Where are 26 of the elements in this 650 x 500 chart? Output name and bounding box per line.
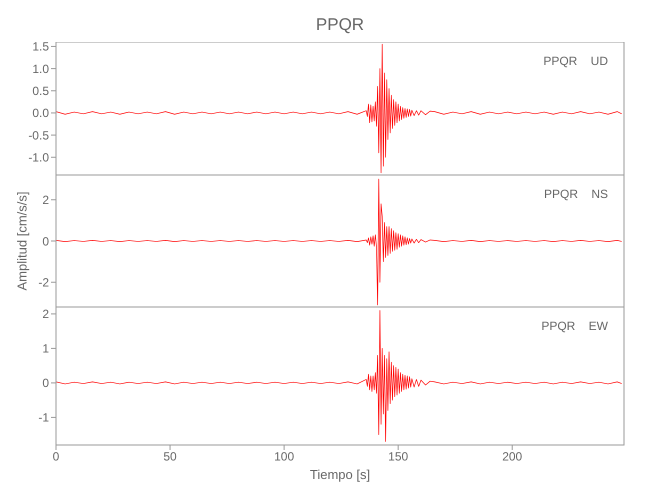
x-tick-label: 200 <box>502 450 523 464</box>
line-series <box>56 310 622 442</box>
chart-title: PPQR <box>316 15 364 34</box>
annotation: PPQR NS <box>544 187 608 201</box>
x-axis-title: Tiempo [s] <box>308 467 372 482</box>
y-tick-label: -1.0 <box>28 150 50 165</box>
y-tick-label: 1.0 <box>32 62 50 76</box>
annotation: PPQR EW <box>541 319 608 333</box>
y-tick-label: -2 <box>38 276 50 290</box>
y-tick-label: 1.5 <box>32 40 50 54</box>
line-series <box>56 178 622 306</box>
y-tick-label: -0.5 <box>28 128 50 142</box>
y-tick-label: 1 <box>42 342 50 356</box>
y-tick-label: 0 <box>42 234 50 248</box>
y-axis-title: Amplitud [cm/s/s] <box>14 192 30 290</box>
y-tick-label: -1 <box>38 410 50 425</box>
y-tick-label: 0.0 <box>32 106 50 120</box>
annotation: PPQR UD <box>543 54 608 68</box>
x-tick-label: 150 <box>388 450 408 464</box>
y-tick-label: 0 <box>42 376 50 390</box>
x-tick-label: 0 <box>52 450 60 464</box>
x-tick-label: 50 <box>163 450 178 464</box>
y-tick-label: 2 <box>42 307 50 322</box>
x-tick-label: 100 <box>274 450 294 464</box>
y-tick-label: 2 <box>42 193 50 208</box>
y-tick-label: 0.5 <box>32 84 50 98</box>
